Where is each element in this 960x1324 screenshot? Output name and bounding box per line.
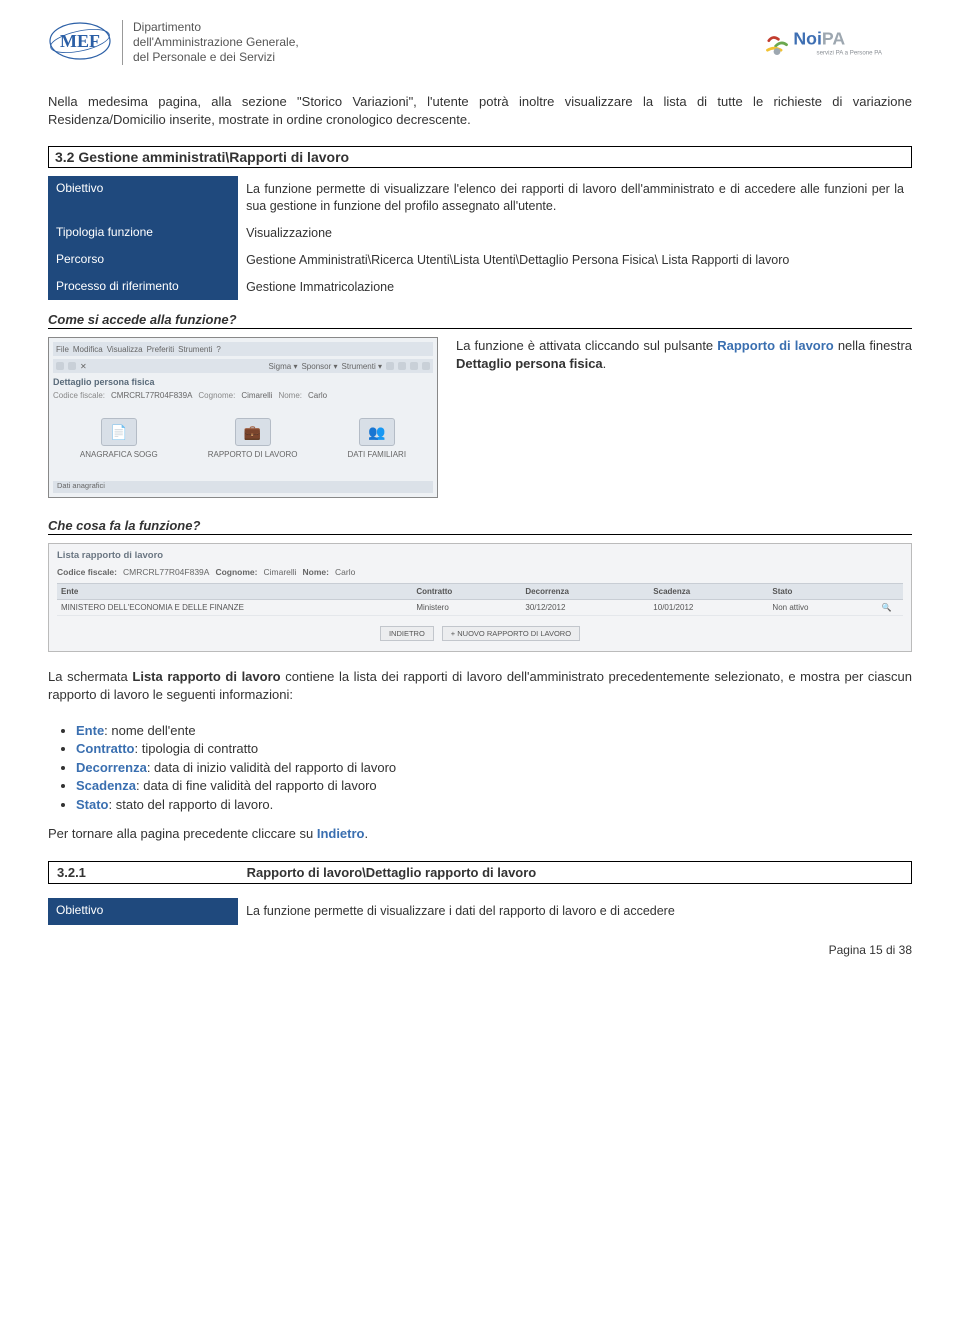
sw-identity-row: Codice fiscale: CMRCRL77R04F839A Cognome… [57, 567, 903, 577]
back-line: Per tornare alla pagina precedente clicc… [48, 825, 912, 843]
new-rapporto-button[interactable]: + NUOVO RAPPORTO DI LAVORO [442, 626, 580, 641]
table-row: Percorso Gestione Amministrati\Ricerca U… [48, 247, 912, 274]
noipa-subtitle: servizi PA a Persone PA [817, 49, 883, 56]
mef-logo: MEF [48, 20, 112, 62]
sb-footer-tab: Dati anagrafici [53, 481, 433, 493]
access-text: La funzione è attivata cliccando sul pul… [456, 337, 912, 372]
sw-data-row: MINISTERO DELL'ECONOMIA E DELLE FINANZE … [57, 600, 903, 616]
noipa-logo: NoiPA servizi PA a Persone PA [762, 20, 912, 64]
document-icon: 📄 [101, 418, 137, 446]
sb-icon-row: 📄 ANAGRAFICA SOGG 💼 RAPPORTO DI LAVORO 👥… [53, 418, 433, 459]
table-row: Obiettivo La funzione permette di visual… [48, 176, 912, 220]
row-value: Gestione Amministrati\Ricerca Utenti\Lis… [238, 247, 912, 274]
table-row: Tipologia funzione Visualizzazione [48, 220, 912, 247]
sb-icon-anagrafica[interactable]: 📄 ANAGRAFICA SOGG [80, 418, 158, 459]
list-screenshot: Lista rapporto di lavoro Codice fiscale:… [48, 543, 912, 652]
table-row: Obiettivo La funzione permette di visual… [48, 898, 912, 925]
col-ente: Ente [57, 584, 412, 600]
keyword-rapporto: Rapporto di lavoro [717, 338, 834, 353]
access-two-col: FileModificaVisualizzaPreferitiStrumenti… [48, 337, 912, 498]
page-footer: Pagina 15 di 38 [48, 943, 912, 957]
question-access: Come si accede alla funzione? [48, 312, 912, 329]
dept-line-3: del Personale e dei Servizi [133, 50, 299, 65]
section-3-2-1-title: 3.2.1 Rapporto di lavoro\Dettaglio rappo… [48, 861, 912, 884]
list-item: Ente: nome dell'ente [76, 722, 912, 740]
list-item: Scadenza: data di fine validità del rapp… [76, 777, 912, 795]
row-value: Visualizzazione [238, 220, 912, 247]
dept-line-2: dell'Amministrazione Generale, [133, 35, 299, 50]
section-3-2-table: Obiettivo La funzione permette di visual… [48, 176, 912, 300]
dept-text: Dipartimento dell'Amministrazione Genera… [122, 20, 299, 65]
mef-text: MEF [60, 31, 100, 51]
access-screenshot: FileModificaVisualizzaPreferitiStrumenti… [48, 337, 438, 498]
dept-line-1: Dipartimento [133, 20, 299, 35]
page-header: MEF Dipartimento dell'Amministrazione Ge… [48, 20, 912, 65]
bullet-list: Ente: nome dell'ente Contratto: tipologi… [76, 722, 912, 814]
question-what: Che cosa fa la funzione? [48, 518, 912, 535]
sb-identity-row: Codice fiscale: CMRCRL77R04F839A Cognome… [53, 391, 433, 400]
row-value: Gestione Immatricolazione [238, 274, 912, 301]
sb-title: Dettaglio persona fisica [53, 377, 433, 387]
col-decorrenza: Decorrenza [521, 584, 649, 600]
keyword-dettaglio: Dettaglio persona fisica [456, 356, 603, 371]
sw-table: Ente Contratto Decorrenza Scadenza Stato… [57, 583, 903, 616]
col-action [878, 584, 903, 600]
section-3-2-title: 3.2 Gestione amministrati\Rapporti di la… [48, 146, 912, 168]
row-value: La funzione permette di visualizzare i d… [238, 898, 912, 925]
people-icon: 👥 [359, 418, 395, 446]
sb-icon-rapporto[interactable]: 💼 RAPPORTO DI LAVORO [208, 418, 298, 459]
row-label: Tipologia funzione [48, 220, 238, 247]
list-item: Contratto: tipologia di contratto [76, 740, 912, 758]
section-3-2-1-table: Obiettivo La funzione permette di visual… [48, 898, 912, 925]
header-left: MEF Dipartimento dell'Amministrazione Ge… [48, 20, 299, 65]
row-label: Percorso [48, 247, 238, 274]
briefcase-icon: 💼 [235, 418, 271, 446]
table-row: Processo di riferimento Gestione Immatri… [48, 274, 912, 301]
sb-menu-bar: FileModificaVisualizzaPreferitiStrumenti… [53, 342, 433, 356]
row-label: Obiettivo [48, 176, 238, 220]
section-title: Rapporto di lavoro\Dettaglio rapporto di… [239, 862, 911, 883]
row-label: Obiettivo [48, 898, 238, 925]
col-stato: Stato [768, 584, 877, 600]
sb-icon-familiari[interactable]: 👥 DATI FAMILIARI [348, 418, 407, 459]
back-button[interactable]: INDIETRO [380, 626, 434, 641]
intro-paragraph: Nella medesima pagina, alla sezione "Sto… [48, 93, 912, 128]
sb-toolbar: ✕ Sigma ▾Sponsor ▾Strumenti ▾ [53, 359, 433, 373]
col-contratto: Contratto [412, 584, 521, 600]
list-item: Decorrenza: data di inizio validità del … [76, 759, 912, 777]
sw-title: Lista rapporto di lavoro [57, 550, 903, 561]
section-number: 3.2.1 [49, 862, 239, 883]
list-item: Stato: stato del rapporto di lavoro. [76, 796, 912, 814]
sw-buttons: INDIETRO + NUOVO RAPPORTO DI LAVORO [57, 626, 903, 641]
magnify-icon[interactable]: 🔍 [878, 600, 903, 616]
row-label: Processo di riferimento [48, 274, 238, 301]
row-value: La funzione permette di visualizzare l'e… [238, 176, 912, 220]
what-paragraph: La schermata Lista rapporto di lavoro co… [48, 668, 912, 703]
col-scadenza: Scadenza [649, 584, 768, 600]
svg-text:NoiPA: NoiPA [793, 29, 845, 49]
